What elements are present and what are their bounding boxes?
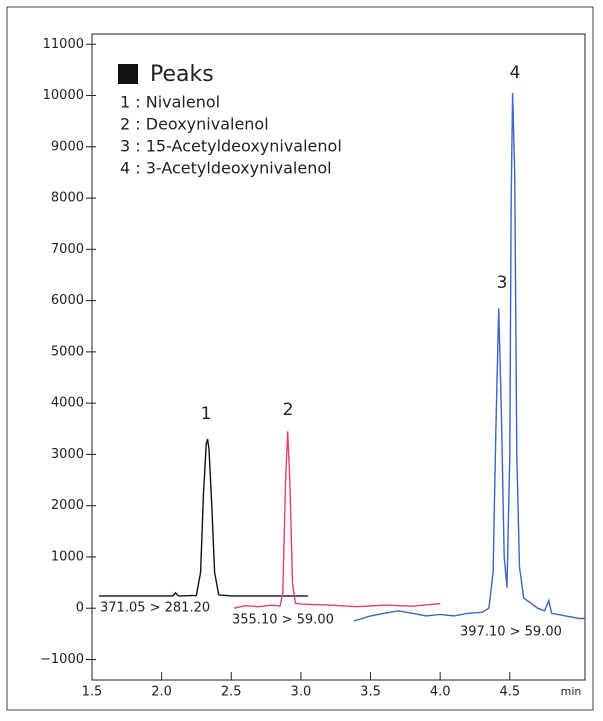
y-tick-label: 11000 bbox=[43, 37, 84, 52]
trace-label: 371.05 > 281.20 bbox=[100, 601, 210, 616]
x-tick-label: 2.5 bbox=[221, 685, 242, 700]
plot-frame bbox=[91, 33, 586, 681]
peak-label: 2 bbox=[283, 400, 294, 420]
x-tick-label: 4.0 bbox=[430, 685, 451, 700]
trace bbox=[353, 92, 585, 622]
x-tick-label: 3.5 bbox=[360, 685, 381, 700]
trace-label: 355.10 > 59.00 bbox=[232, 613, 334, 628]
y-tick-label: 0 bbox=[76, 601, 84, 616]
x-tick-label: 2.0 bbox=[151, 685, 172, 700]
y-tick-label: 8000 bbox=[51, 191, 84, 206]
y-tick-label: 10000 bbox=[43, 88, 84, 103]
legend-item: 4 : 3-Acetyldeoxynivalenol bbox=[120, 159, 332, 178]
legend-item: 3 : 15-Acetyldeoxynivalenol bbox=[120, 137, 342, 156]
x-tick-label: 3.0 bbox=[291, 685, 312, 700]
legend-item: 1 : Nivalenol bbox=[120, 93, 220, 112]
legend-swatch bbox=[118, 64, 138, 84]
y-tick-label: 7000 bbox=[51, 242, 84, 257]
trace bbox=[99, 438, 308, 597]
trace bbox=[233, 431, 441, 609]
peak-label: 3 bbox=[497, 273, 508, 293]
y-tick-label: 5000 bbox=[51, 344, 84, 359]
x-tick-label: 4.5 bbox=[499, 685, 520, 700]
y-tick-label: 3000 bbox=[51, 447, 84, 462]
y-tick-label: 9000 bbox=[51, 139, 84, 154]
legend-item: 2 : Deoxynivalenol bbox=[120, 115, 269, 134]
outer-frame bbox=[6, 6, 594, 711]
x-axis-label: min bbox=[561, 685, 582, 698]
x-tick-label: 1.5 bbox=[82, 685, 103, 700]
legend-title: Peaks bbox=[150, 62, 214, 87]
peak-label: 4 bbox=[510, 63, 521, 83]
y-tick-label: 6000 bbox=[51, 293, 84, 308]
y-tick-label: −1000 bbox=[40, 652, 84, 667]
peak-label: 1 bbox=[201, 404, 212, 424]
trace-label: 397.10 > 59.00 bbox=[460, 625, 562, 640]
y-tick-label: 2000 bbox=[51, 498, 84, 513]
y-tick-label: 1000 bbox=[51, 549, 84, 564]
y-tick-label: 4000 bbox=[51, 396, 84, 411]
